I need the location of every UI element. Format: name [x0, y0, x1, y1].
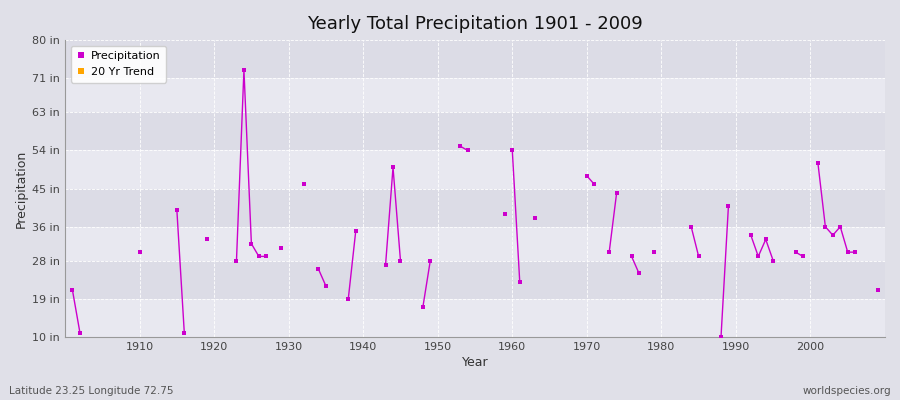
Bar	[65, 150, 885, 188]
Y-axis label: Precipitation: Precipitation	[15, 150, 28, 228]
Bar	[65, 299, 885, 337]
Legend: Precipitation, 20 Yr Trend: Precipitation, 20 Yr Trend	[70, 46, 166, 82]
Bar	[65, 188, 885, 227]
Bar	[65, 78, 885, 112]
Bar	[65, 112, 885, 150]
Text: worldspecies.org: worldspecies.org	[803, 386, 891, 396]
Bar	[65, 227, 885, 261]
Text: Latitude 23.25 Longitude 72.75: Latitude 23.25 Longitude 72.75	[9, 386, 174, 396]
Bar	[65, 40, 885, 78]
Bar	[65, 261, 885, 299]
Title: Yearly Total Precipitation 1901 - 2009: Yearly Total Precipitation 1901 - 2009	[307, 15, 643, 33]
X-axis label: Year: Year	[462, 356, 489, 369]
